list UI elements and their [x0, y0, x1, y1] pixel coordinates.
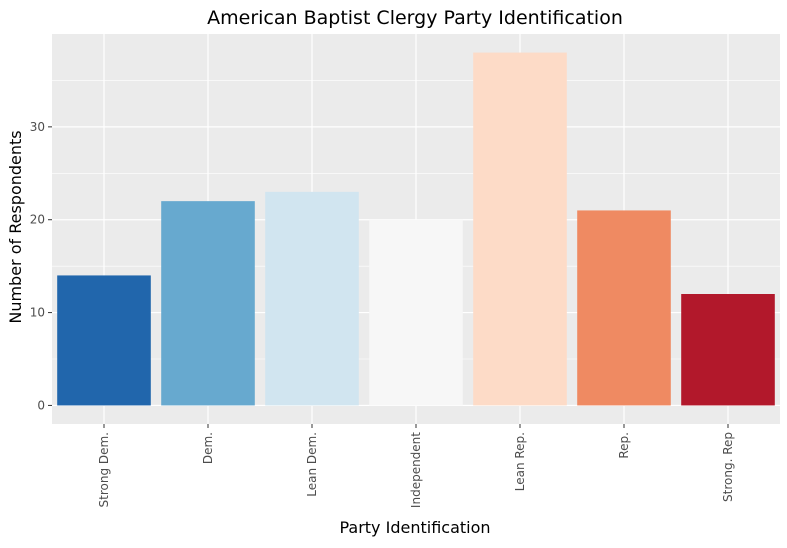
bars-group [57, 52, 775, 406]
x-axis: Strong Dem. Dem. Lean Dem. Independent Lean … [97, 424, 735, 508]
y-tick-label: 10 [30, 306, 45, 320]
x-tick-label: Strong. Rep [721, 432, 735, 502]
bar-lean-dem [265, 191, 359, 406]
y-axis: 0 10 20 30 [30, 120, 52, 412]
bar-strong-rep [681, 294, 775, 406]
x-tick-label: Strong Dem. [97, 432, 111, 508]
x-tick-label: Dem. [201, 432, 215, 464]
chart-title: American Baptist Clergy Party Identifica… [207, 7, 623, 29]
y-axis-label: Number of Respondents [6, 130, 25, 323]
y-tick-label: 0 [37, 398, 45, 412]
bar-dem [161, 201, 255, 406]
x-tick-label: Lean Dem. [305, 432, 319, 497]
x-tick-label: Lean Rep. [513, 432, 527, 491]
x-tick-label: Rep. [617, 432, 631, 459]
y-tick-label: 30 [30, 120, 45, 134]
bar-independent [369, 219, 463, 406]
bar-lean-rep [473, 52, 567, 406]
x-axis-label: Party Identification [339, 518, 490, 537]
bar-strong-dem [57, 275, 151, 406]
x-tick-label: Independent [409, 432, 423, 508]
y-tick-label: 20 [30, 213, 45, 227]
bar-rep [577, 210, 671, 406]
